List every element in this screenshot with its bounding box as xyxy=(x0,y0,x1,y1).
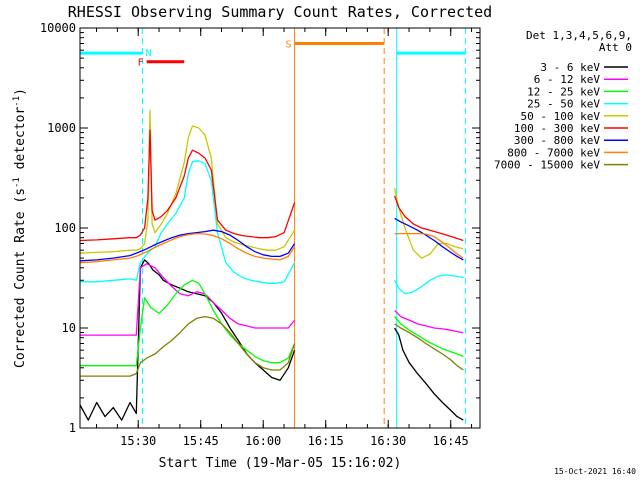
series-3-line-0 xyxy=(80,160,296,284)
series-0-line-1 xyxy=(394,327,464,421)
x-tick-label-3: 16:15 xyxy=(308,434,344,448)
series-6-line-1 xyxy=(394,217,464,261)
series-5 xyxy=(80,129,464,242)
series-4-line-0 xyxy=(80,109,296,254)
legend-label-5: 100 - 300 keV xyxy=(514,122,600,135)
flag-label-0: S xyxy=(286,39,292,50)
y-axis-title-part-1: -1 xyxy=(12,177,22,188)
series-6-line-0 xyxy=(80,229,296,262)
series-8-line-0 xyxy=(80,315,296,377)
y-axis-title-part-0: Corrected Count Rate (s xyxy=(13,188,28,368)
legend-label-4: 50 - 100 keV xyxy=(521,110,601,123)
legend-label-7: 800 - 7000 keV xyxy=(507,146,600,159)
legend-label-3: 25 - 50 keV xyxy=(527,98,600,111)
x-tick-label-5: 16:45 xyxy=(433,434,469,448)
series-8-line-1 xyxy=(394,323,464,371)
y-tick-label-4: 10000 xyxy=(40,21,76,35)
y-tick-label-0: 1 xyxy=(69,421,76,435)
series-7 xyxy=(80,232,464,264)
x-tick-label-0: 15:30 xyxy=(120,434,156,448)
series-5-line-0 xyxy=(80,129,296,242)
legend-label-0: 3 - 6 keV xyxy=(540,61,600,74)
legend-header-detectors: Det 1,3,4,5,6,9, xyxy=(526,29,632,42)
flag-label-1: F xyxy=(138,58,144,69)
y-tick-label-3: 1000 xyxy=(47,121,76,135)
series-7-line-1 xyxy=(394,232,464,259)
footer-timestamp: 15-Oct-2021 16:40 xyxy=(554,467,636,476)
series-7-line-0 xyxy=(80,232,296,264)
series-1-line-0 xyxy=(80,263,296,336)
series-4 xyxy=(80,109,464,259)
x-axis-title: Start Time (19-Mar-05 15:16:02) xyxy=(159,456,402,471)
series-5-line-1 xyxy=(393,195,464,242)
x-tick-label-4: 16:30 xyxy=(370,434,406,448)
series-1 xyxy=(80,263,464,336)
legend-label-8: 7000 - 15000 keV xyxy=(494,159,600,172)
legend-header-attenuator: Att 0 xyxy=(599,41,632,54)
chart-title: RHESSI Observing Summary Count Rates, Co… xyxy=(68,3,492,21)
x-tick-label-2: 16:00 xyxy=(245,434,281,448)
y-axis-title-part-3: -1 xyxy=(12,96,22,107)
series-3 xyxy=(80,160,464,295)
legend-label-6: 300 - 800 keV xyxy=(514,134,600,147)
y-axis-title: Corrected Count Rate (s-1 detector-1) xyxy=(12,88,28,368)
y-axis-title-part-4: ) xyxy=(13,88,28,96)
series-4-line-1 xyxy=(393,188,464,259)
legend-label-2: 12 - 25 keV xyxy=(527,85,600,98)
series-6 xyxy=(80,217,464,262)
series-2 xyxy=(80,279,464,367)
series-2-line-0 xyxy=(80,279,296,367)
series-1-line-1 xyxy=(394,309,464,334)
legend-label-1: 6 - 12 keV xyxy=(534,73,601,86)
y-tick-label-2: 100 xyxy=(54,221,76,235)
x-tick-label-1: 15:45 xyxy=(183,434,219,448)
series-8 xyxy=(80,315,464,377)
y-axis-title-part-2: detector xyxy=(13,107,28,178)
series-3-line-1 xyxy=(394,274,464,295)
series-2-line-1 xyxy=(394,316,464,358)
y-tick-label-1: 10 xyxy=(62,321,76,335)
flag-label-2: N xyxy=(146,48,152,59)
